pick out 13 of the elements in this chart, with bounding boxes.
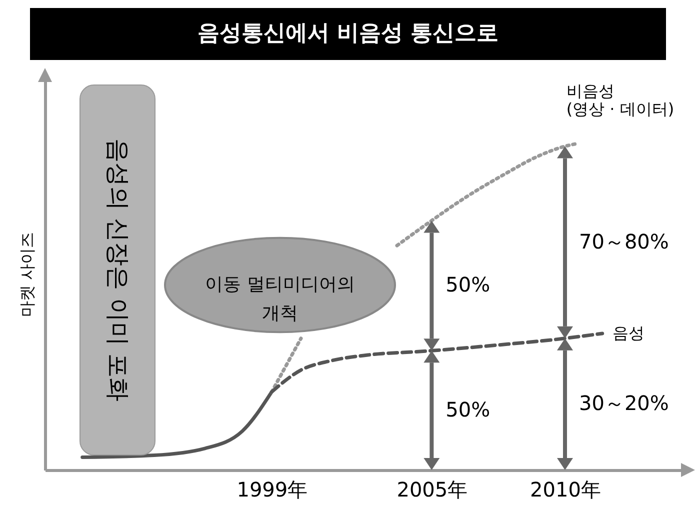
x-tick-label: 2010年 (530, 478, 601, 502)
chart-title: 음성통신에서 비음성 통신으로 (30, 8, 666, 60)
series-label: 음성 (612, 323, 644, 342)
annotation: 30～20% (579, 391, 669, 416)
x-tick-label: 2005年 (396, 478, 468, 502)
annotation: 이동 멀티미디어의 개척 (205, 274, 355, 324)
x-tick-label: 1999年 (236, 478, 308, 502)
annotation: 50% (446, 272, 490, 297)
annotation: 50% (446, 397, 490, 422)
annotation: 음성의 신장은 이미 포화 (104, 138, 132, 402)
annotation: 70～80% (579, 229, 669, 254)
y-axis-title: 마켓 사이즈 (18, 232, 36, 318)
series-label: 비음성 (영상 · 데이터) (566, 81, 674, 118)
